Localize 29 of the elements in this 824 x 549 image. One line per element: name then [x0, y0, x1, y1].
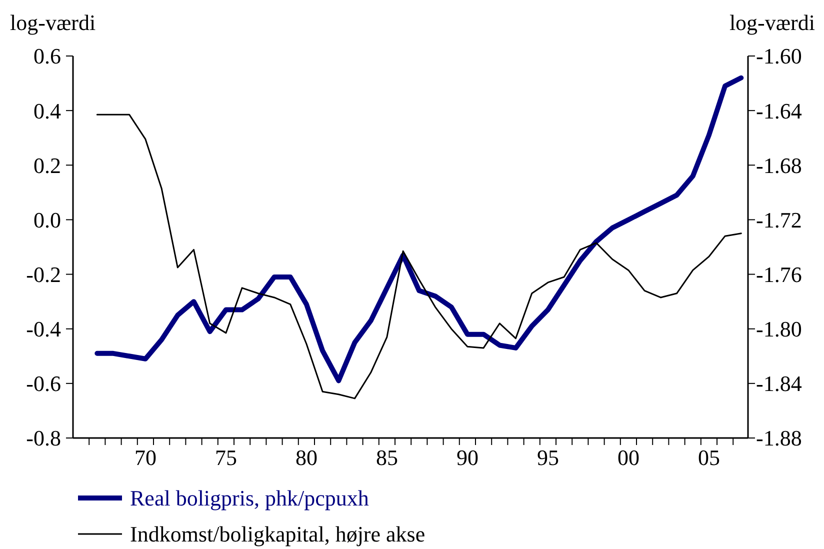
- x-tick-label: 70: [134, 445, 156, 470]
- legend-label: Indkomst/boligkapital, højre akse: [130, 522, 426, 547]
- y-tick-label: 0.6: [34, 44, 61, 69]
- line-series: [96, 114, 742, 400]
- y-tick-label: -0.2: [26, 262, 61, 287]
- y2-tick-label: -1.88: [756, 426, 802, 451]
- x-tick-label: 95: [536, 445, 559, 470]
- x-tick-label: 85: [376, 445, 398, 470]
- y-tick-label: -0.8: [26, 426, 61, 451]
- x-tick-label: 00: [617, 445, 640, 470]
- y-axis-title: log-værdi: [10, 10, 96, 35]
- y-tick-label: 0.0: [34, 207, 61, 232]
- y-tick-label: 0.4: [34, 98, 61, 124]
- y2-tick-label: -1.80: [756, 316, 802, 342]
- x-tick-label: 90: [456, 445, 478, 470]
- y2-tick-label: -1.60: [756, 44, 802, 69]
- y-tick-label: 0.2: [34, 152, 61, 178]
- y2-axis-title: log-værdi: [729, 10, 815, 35]
- x-tick-label: 05: [698, 445, 720, 470]
- y2-tick-label: -1.72: [756, 207, 802, 232]
- legend-label: Real boligpris, phk/pcpuxh: [130, 486, 369, 511]
- y2-tick-label: -1.84: [756, 371, 802, 396]
- y2-tick-label: -1.64: [756, 98, 802, 124]
- x-tick-label: 80: [295, 445, 318, 470]
- y-tick-label: -0.4: [26, 316, 61, 342]
- y2-tick-label: -1.76: [756, 262, 802, 287]
- y-tick-label: -0.6: [26, 371, 61, 396]
- x-tick-label: 75: [214, 445, 237, 470]
- y2-tick-label: -1.68: [756, 152, 802, 178]
